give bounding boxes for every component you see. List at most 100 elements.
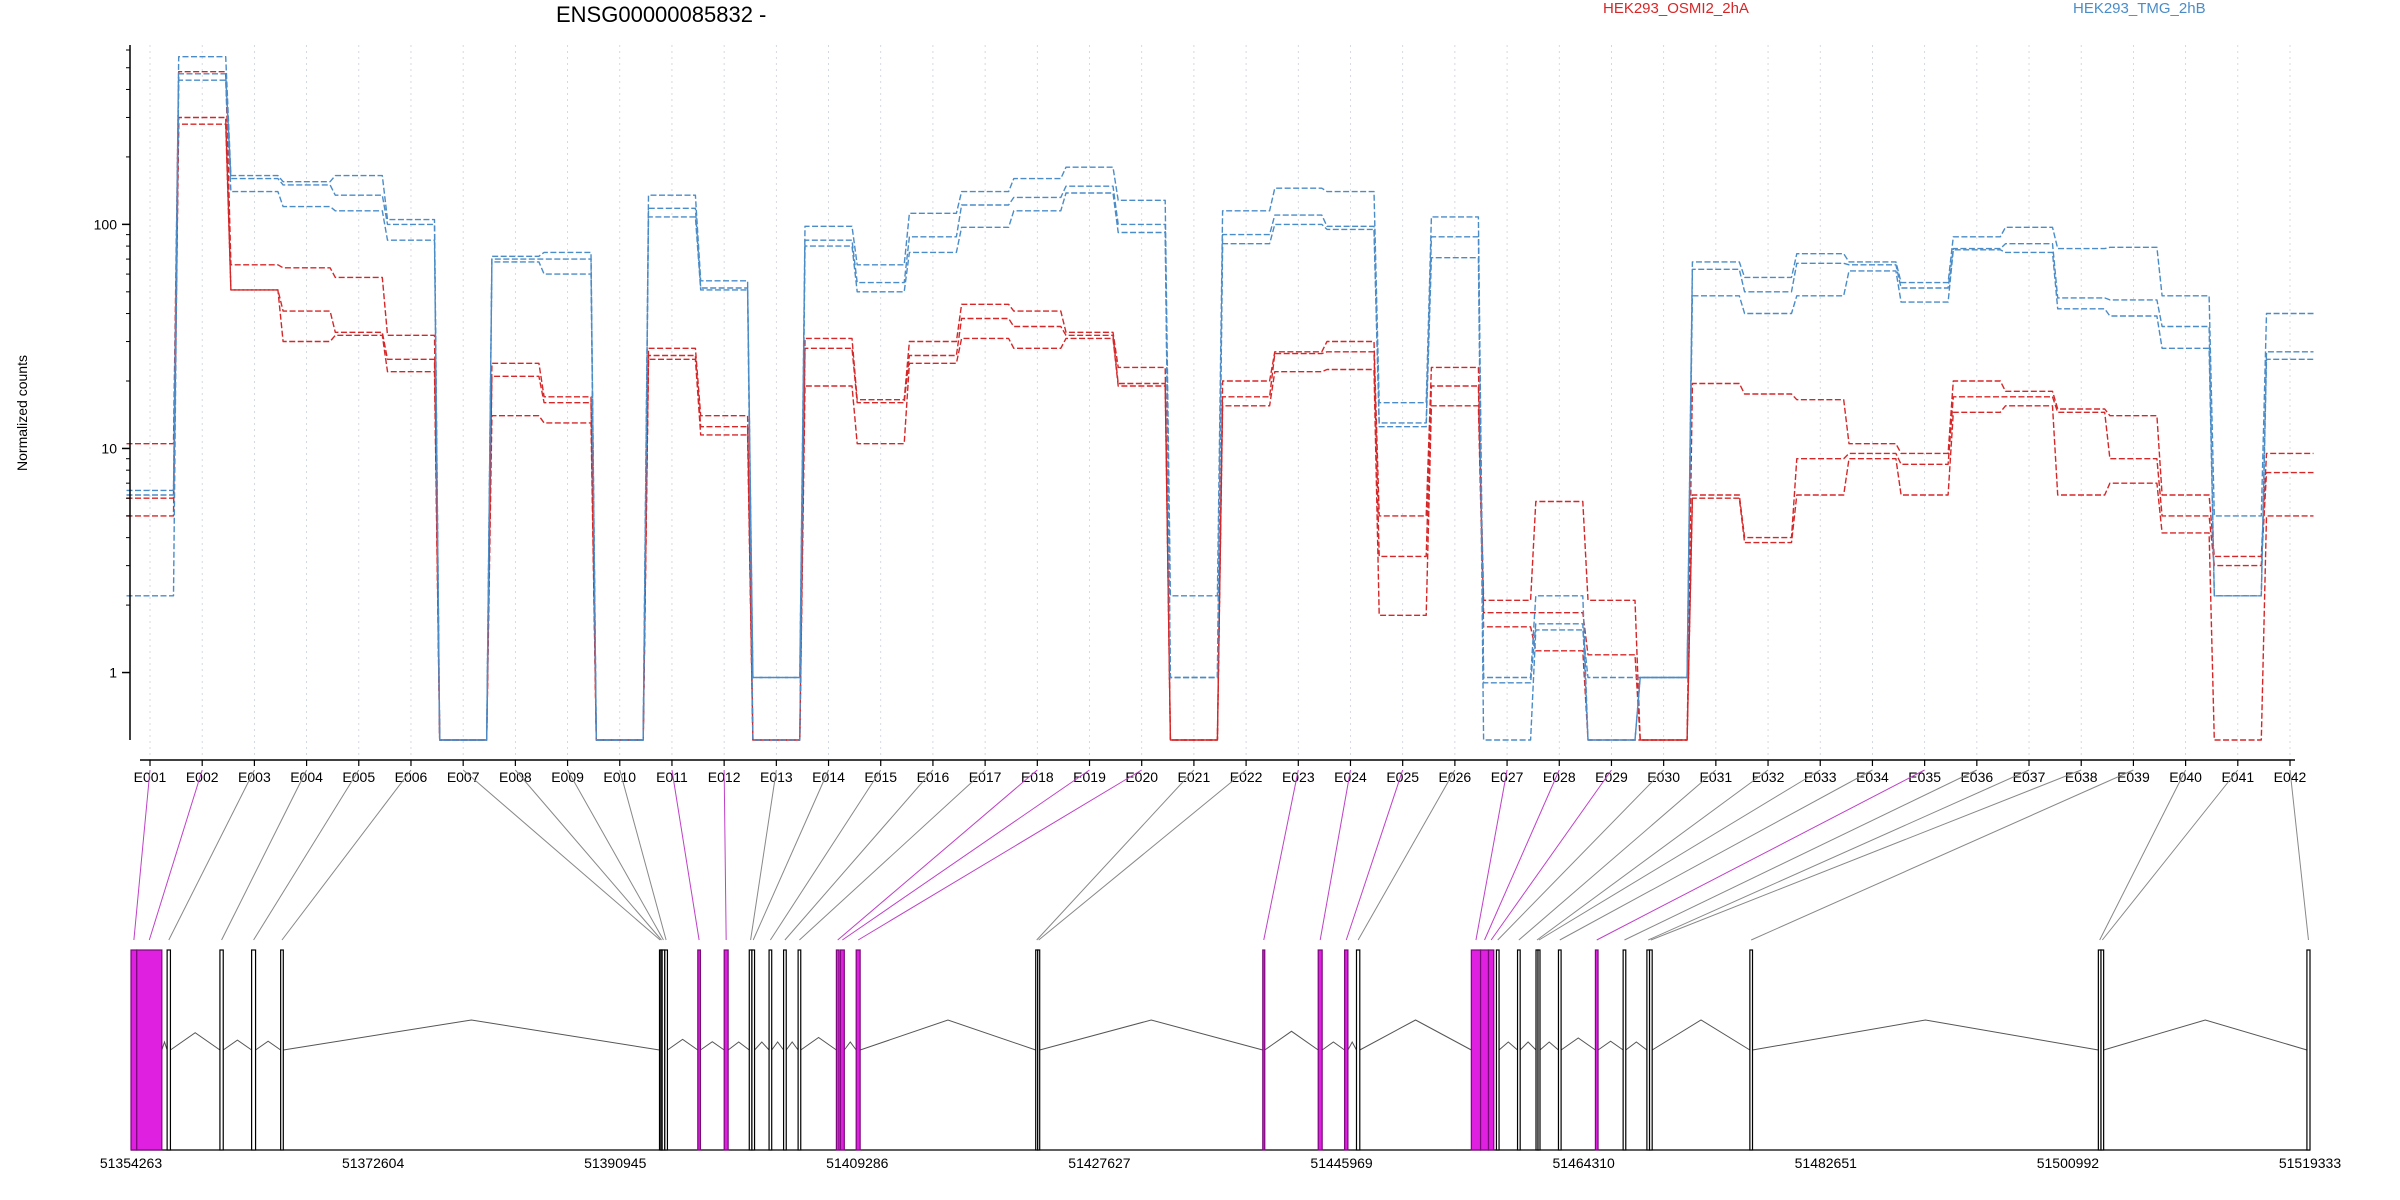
x-tick-label-E005: E005 [342, 769, 375, 785]
x-tick-label-E040: E040 [2169, 769, 2202, 785]
exon-box-E019 [839, 949, 845, 1151]
intron-chevron [1625, 1041, 1648, 1051]
legend-entry-series-1: HEK293_OSMI2_2hA [1603, 0, 1749, 17]
x-tick-label-E010: E010 [603, 769, 636, 785]
exon-box-E017 [797, 949, 802, 1151]
genomic-tick-label-51427627: 51427627 [1068, 1155, 1131, 1171]
connector-E026 [1357, 769, 1456, 941]
exon-box-E034 [1557, 949, 1562, 1151]
connector-E004 [221, 769, 308, 941]
connector-E032 [1536, 769, 1769, 941]
exon-box-E012 [723, 949, 729, 1151]
genomic-tick-label-51500992: 51500992 [2037, 1155, 2100, 1171]
intron-chevron [1498, 1041, 1518, 1051]
intron-chevron [800, 1036, 837, 1051]
x-tick-label-E003: E003 [238, 769, 271, 785]
intron-chevron [222, 1039, 252, 1051]
connector-E001 [133, 769, 151, 941]
exon-box-E011 [697, 949, 702, 1151]
x-tick-label-E032: E032 [1752, 769, 1785, 785]
connector-E003 [168, 769, 255, 941]
connector-E040 [2099, 769, 2187, 941]
intron-chevron [1597, 1040, 1624, 1051]
x-tick-label-E029: E029 [1595, 769, 1628, 785]
x-tick-label-E023: E023 [1282, 769, 1315, 785]
connector-E011 [671, 769, 700, 941]
exon-box-E035 [1594, 949, 1599, 1151]
intron-chevron [754, 1041, 770, 1051]
x-tick-label-E042: E042 [2274, 769, 2307, 785]
intron-chevron [700, 1041, 725, 1051]
exon-box-E042 [2306, 949, 2311, 1151]
connector-E008 [514, 769, 662, 941]
connector-E037 [1648, 769, 2030, 941]
connector-E041 [2101, 769, 2239, 941]
connector-E012 [723, 769, 727, 941]
exon-box-E036 [1622, 949, 1627, 1151]
connector-E005 [253, 769, 360, 941]
connector-E038 [1650, 769, 2082, 941]
x-tick-label-E018: E018 [1021, 769, 1054, 785]
connector-E014 [752, 769, 829, 941]
exon-box-E039 [1749, 949, 1754, 1151]
genomic-tick-label-51409286: 51409286 [826, 1155, 889, 1171]
x-tick-label-E024: E024 [1334, 769, 1367, 785]
connector-E006 [281, 769, 412, 941]
intron-chevron [859, 1019, 1036, 1051]
genomic-tick-label-51519333: 51519333 [2279, 1155, 2342, 1171]
exon-box-E041 [2100, 949, 2105, 1151]
x-tick-label-E035: E035 [1908, 769, 1941, 785]
exon-box-E016 [782, 949, 787, 1151]
connector-E002 [148, 769, 203, 941]
x-tick-label-E021: E021 [1178, 769, 1211, 785]
x-tick-label-E028: E028 [1543, 769, 1576, 785]
connector-E039 [1750, 769, 2134, 941]
intron-chevron [1359, 1019, 1472, 1051]
intron-chevron [170, 1032, 221, 1051]
x-tick-label-E013: E013 [760, 769, 793, 785]
exon-box-E004 [219, 949, 224, 1151]
exon-box-E023 [1262, 949, 1266, 1151]
exon-box-E024 [1317, 949, 1323, 1151]
connector-E018 [837, 769, 1038, 941]
exon-box-E010 [664, 949, 669, 1151]
x-tick-label-E025: E025 [1386, 769, 1419, 785]
exon-box-E005 [251, 949, 257, 1151]
count-lines [126, 56, 2314, 741]
connector-E015 [769, 769, 882, 941]
gene-model: 51354263 51372604 51390945 51409286 51427627… [100, 949, 2342, 1171]
x-tick-label-E039: E039 [2117, 769, 2150, 785]
chart-title: ENSG00000085832 - [556, 2, 767, 27]
exon-box-E014 [751, 949, 756, 1151]
connector-E034 [1559, 769, 1873, 941]
genomic-tick-label-51390945: 51390945 [584, 1155, 647, 1171]
connector-E013 [750, 769, 777, 941]
intron-chevron [727, 1041, 750, 1051]
x-tick-label-E004: E004 [290, 769, 323, 785]
x-tick-label-E011: E011 [656, 769, 688, 785]
connector-E030 [1497, 769, 1665, 941]
intron-chevron [1264, 1030, 1319, 1051]
exon-box-E018 [835, 949, 840, 1151]
connector-E036 [1624, 769, 1978, 941]
exon-box-E001 [130, 949, 138, 1151]
exon-box-E031 [1516, 949, 1521, 1151]
exon-box-E038 [1648, 949, 1653, 1151]
x-tick-label-E015: E015 [864, 769, 897, 785]
exon-box-E025 [1344, 949, 1349, 1151]
connector-E020 [857, 769, 1142, 941]
x-tick-label-E026: E026 [1439, 769, 1472, 785]
genomic-tick-label-51354263: 51354263 [100, 1155, 163, 1171]
exon-box-E015 [768, 949, 773, 1151]
intron-chevron [283, 1019, 660, 1051]
intron-chevron [1321, 1041, 1345, 1051]
intron-chevron [1519, 1041, 1537, 1051]
x-tick-label-E002: E002 [186, 769, 219, 785]
intron-chevron [1347, 1040, 1357, 1051]
y-tick-label-10: 10 [101, 440, 117, 456]
exon-box-E006 [280, 949, 284, 1151]
x-tick-label-E007: E007 [447, 769, 480, 785]
series-line-2-replicate-3 [126, 79, 2314, 741]
connector-E009 [567, 769, 664, 941]
x-tick-label-E022: E022 [1230, 769, 1263, 785]
